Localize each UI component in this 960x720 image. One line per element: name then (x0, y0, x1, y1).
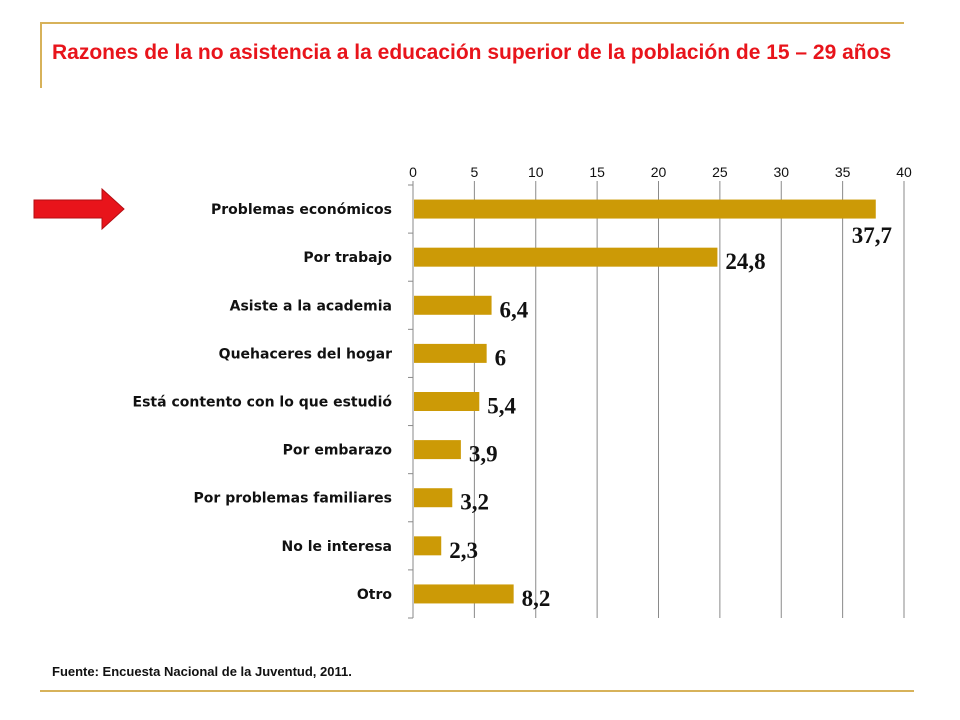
value-label: 37,7 (852, 223, 892, 248)
tick-label: 10 (528, 164, 544, 180)
category-label: Por problemas familiares (194, 491, 392, 507)
slide-title: Razones de la no asistencia a la educaci… (52, 41, 892, 64)
bar (414, 488, 453, 508)
tick-label: 15 (589, 164, 605, 180)
x-axis-ticks: 0 5 10 15 20 25 30 35 40 (409, 164, 912, 185)
bar (414, 584, 514, 604)
tick-label: 0 (409, 164, 417, 180)
category-label: Asiste a la academia (230, 298, 392, 314)
bars (414, 199, 876, 604)
category-label: Problemas económicos (211, 202, 392, 218)
category-label: Otro (357, 587, 392, 603)
value-labels: 37,7 24,8 6,4 6 5,4 3,9 3,2 2,3 8,2 (449, 223, 892, 611)
value-label: 24,8 (725, 249, 765, 274)
tick-label: 35 (835, 164, 851, 180)
category-label: Por embarazo (283, 443, 393, 459)
tick-label: 20 (651, 164, 667, 180)
bar (414, 247, 718, 267)
value-label: 6,4 (500, 297, 529, 322)
source-note: Fuente: Encuesta Nacional de la Juventud… (52, 664, 352, 679)
value-label: 8,2 (522, 586, 551, 611)
bar (414, 295, 492, 315)
category-labels: Problemas económicos Por trabajo Asiste a … (133, 202, 393, 603)
tick-label: 5 (470, 164, 478, 180)
value-label: 2,3 (449, 538, 478, 563)
value-label: 3,2 (460, 490, 489, 515)
value-label: 6 (495, 345, 507, 370)
bar (414, 199, 876, 219)
bar (414, 392, 480, 411)
category-label: Está contento con lo que estudió (133, 395, 393, 411)
tick-label: 30 (773, 164, 789, 180)
right-arrow-icon (33, 187, 125, 231)
category-label: Quehaceres del hogar (219, 346, 392, 362)
category-label: No le interesa (281, 539, 392, 555)
bar (414, 440, 461, 460)
tick-label: 25 (712, 164, 728, 180)
value-label: 3,9 (469, 442, 498, 467)
tick-label: 40 (896, 164, 912, 180)
highlight-arrow-icon (33, 187, 125, 231)
bottom-rule (40, 690, 914, 692)
category-label: Por trabajo (303, 250, 392, 266)
bar (414, 536, 442, 556)
top-rule (40, 22, 904, 24)
left-rule (40, 22, 42, 88)
y-axis (408, 184, 414, 619)
bar (414, 343, 487, 363)
value-label: 5,4 (487, 394, 516, 419)
